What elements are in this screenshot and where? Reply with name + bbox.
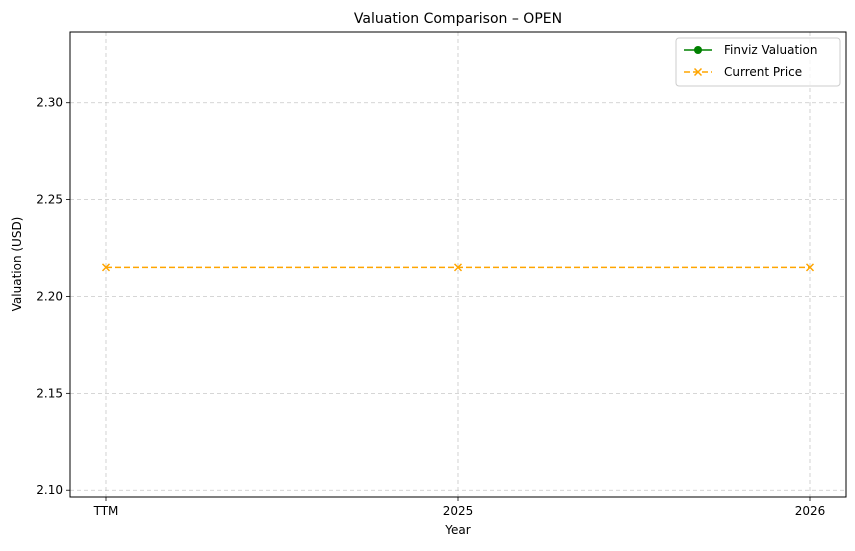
data-point-stroke (101, 263, 111, 272)
legend-label-finviz-valuation: Finviz Valuation (724, 43, 817, 57)
y-tick-label: 2.15 (36, 386, 63, 400)
x-tick-label: 2025 (443, 504, 474, 518)
data-point-current-price (805, 263, 815, 272)
y-tick-label: 2.25 (36, 193, 63, 207)
data-point-stroke (805, 263, 815, 272)
chart-title: Valuation Comparison – OPEN (354, 11, 562, 27)
series-layer (101, 263, 815, 272)
y-tick-label: 2.20 (36, 289, 63, 303)
y-tick-label: 2.10 (36, 483, 63, 497)
y-axis-label: Valuation (USD) (10, 217, 24, 312)
data-point-current-price (101, 263, 111, 272)
legend-box (675, 37, 841, 87)
x-tick-label: TTM (93, 504, 119, 518)
x-axis-label: Year (444, 523, 470, 537)
grid (70, 32, 846, 497)
legend: Finviz Valuation Current Price (675, 37, 841, 87)
data-point-stroke (453, 263, 463, 272)
x-axis-ticks: TTM 2025 2026 (93, 497, 826, 518)
x-tick-label: 2026 (795, 504, 826, 518)
legend-label-current-price: Current Price (724, 65, 802, 79)
y-axis-ticks: 2.10 2.15 2.20 2.25 2.30 (36, 96, 70, 497)
y-tick-label: 2.30 (36, 96, 63, 110)
data-point-current-price (453, 263, 463, 272)
legend-marker-current-price (693, 67, 703, 77)
legend-marker-finviz-valuation (694, 46, 702, 54)
